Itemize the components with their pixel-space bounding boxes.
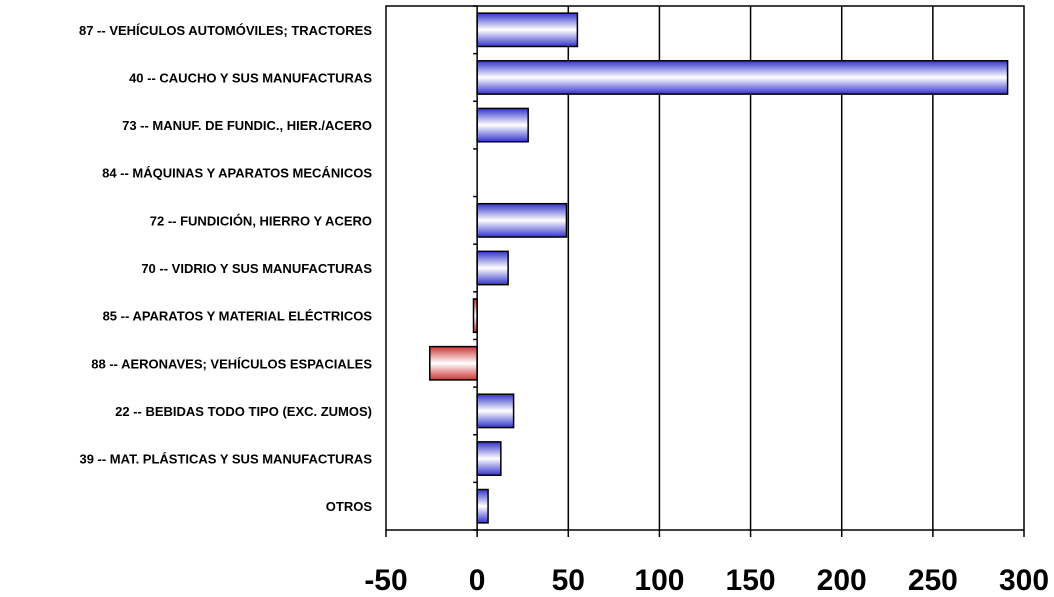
bar: [476, 60, 1009, 95]
category-label: 85 -- APARATOS Y MATERIAL ELÉCTRICOS: [103, 309, 373, 324]
category-label: 70 -- VIDRIO Y SUS MANUFACTURAS: [141, 261, 372, 276]
category-label: 87 -- VEHÍCULOS AUTOMÓVILES; TRACTORES: [79, 23, 372, 38]
x-tick-label: 50: [552, 564, 585, 597]
axes: [385, 5, 1025, 537]
x-tick-label: 250: [908, 564, 958, 597]
category-label: 39 -- MAT. PLÁSTICAS Y SUS MANUFACTURAS: [79, 452, 372, 467]
x-tick-label: 0: [469, 564, 486, 597]
bar: [476, 488, 489, 524]
x-tick-label: 150: [726, 564, 776, 597]
bar: [476, 202, 568, 238]
bar: [476, 250, 509, 286]
x-tick-labels: -50 0 50 100 150 200 250 300: [364, 564, 1049, 597]
category-label: 22 -- BEBIDAS TODO TIPO (EXC. ZUMOS): [115, 404, 372, 419]
category-label: 84 -- MÁQUINAS Y APARATOS MECÁNICOS: [102, 166, 372, 181]
bar: [476, 107, 529, 143]
category-label: OTROS: [326, 499, 373, 514]
x-tick-label: 300: [999, 564, 1049, 597]
category-label: 73 -- MANUF. DE FUNDIC., HIER./ACERO: [122, 118, 372, 133]
bar: [476, 12, 579, 48]
bar: [476, 441, 502, 476]
category-labels: 87 -- VEHÍCULOS AUTOMÓVILES; TRACTORES 40…: [79, 23, 372, 514]
x-tick-label: -50: [364, 564, 407, 597]
category-label: 88 -- AERONAVES; VEHÍCULOS ESPACIALES: [91, 356, 372, 371]
bar: [476, 393, 515, 429]
bar: [428, 345, 478, 381]
category-label: 72 -- FUNDICIÓN, HIERRO Y ACERO: [150, 213, 372, 228]
x-tick-label: 100: [634, 564, 684, 597]
x-tick-label: 200: [817, 564, 867, 597]
category-label: 40 -- CAUCHO Y SUS MANUFACTURAS: [129, 70, 372, 85]
